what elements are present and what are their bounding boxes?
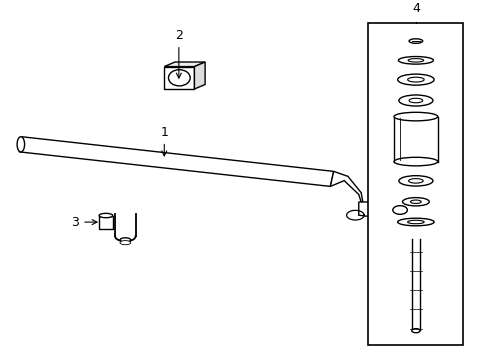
Ellipse shape xyxy=(408,98,422,103)
Polygon shape xyxy=(164,67,194,89)
Ellipse shape xyxy=(410,200,420,203)
Polygon shape xyxy=(358,201,426,222)
Polygon shape xyxy=(99,216,113,229)
Polygon shape xyxy=(330,171,363,210)
Bar xyxy=(368,23,462,345)
Ellipse shape xyxy=(398,57,432,64)
Ellipse shape xyxy=(408,39,422,43)
Ellipse shape xyxy=(393,112,437,121)
Ellipse shape xyxy=(408,179,422,183)
Ellipse shape xyxy=(398,176,432,186)
Text: 4: 4 xyxy=(411,2,419,15)
Ellipse shape xyxy=(168,70,190,86)
Ellipse shape xyxy=(407,220,423,224)
Polygon shape xyxy=(19,137,333,186)
Ellipse shape xyxy=(398,95,432,106)
Ellipse shape xyxy=(397,74,433,85)
Ellipse shape xyxy=(397,218,433,226)
Ellipse shape xyxy=(120,240,130,245)
Ellipse shape xyxy=(120,238,130,242)
Ellipse shape xyxy=(407,59,423,62)
Text: 3: 3 xyxy=(71,216,97,229)
Ellipse shape xyxy=(99,213,113,218)
Ellipse shape xyxy=(392,206,407,214)
Text: 1: 1 xyxy=(160,126,168,156)
Polygon shape xyxy=(194,62,204,89)
Ellipse shape xyxy=(393,157,437,166)
Ellipse shape xyxy=(402,198,428,206)
Text: 2: 2 xyxy=(175,29,183,78)
Ellipse shape xyxy=(17,137,24,152)
Polygon shape xyxy=(164,62,204,67)
Ellipse shape xyxy=(407,77,423,82)
Ellipse shape xyxy=(411,329,419,333)
